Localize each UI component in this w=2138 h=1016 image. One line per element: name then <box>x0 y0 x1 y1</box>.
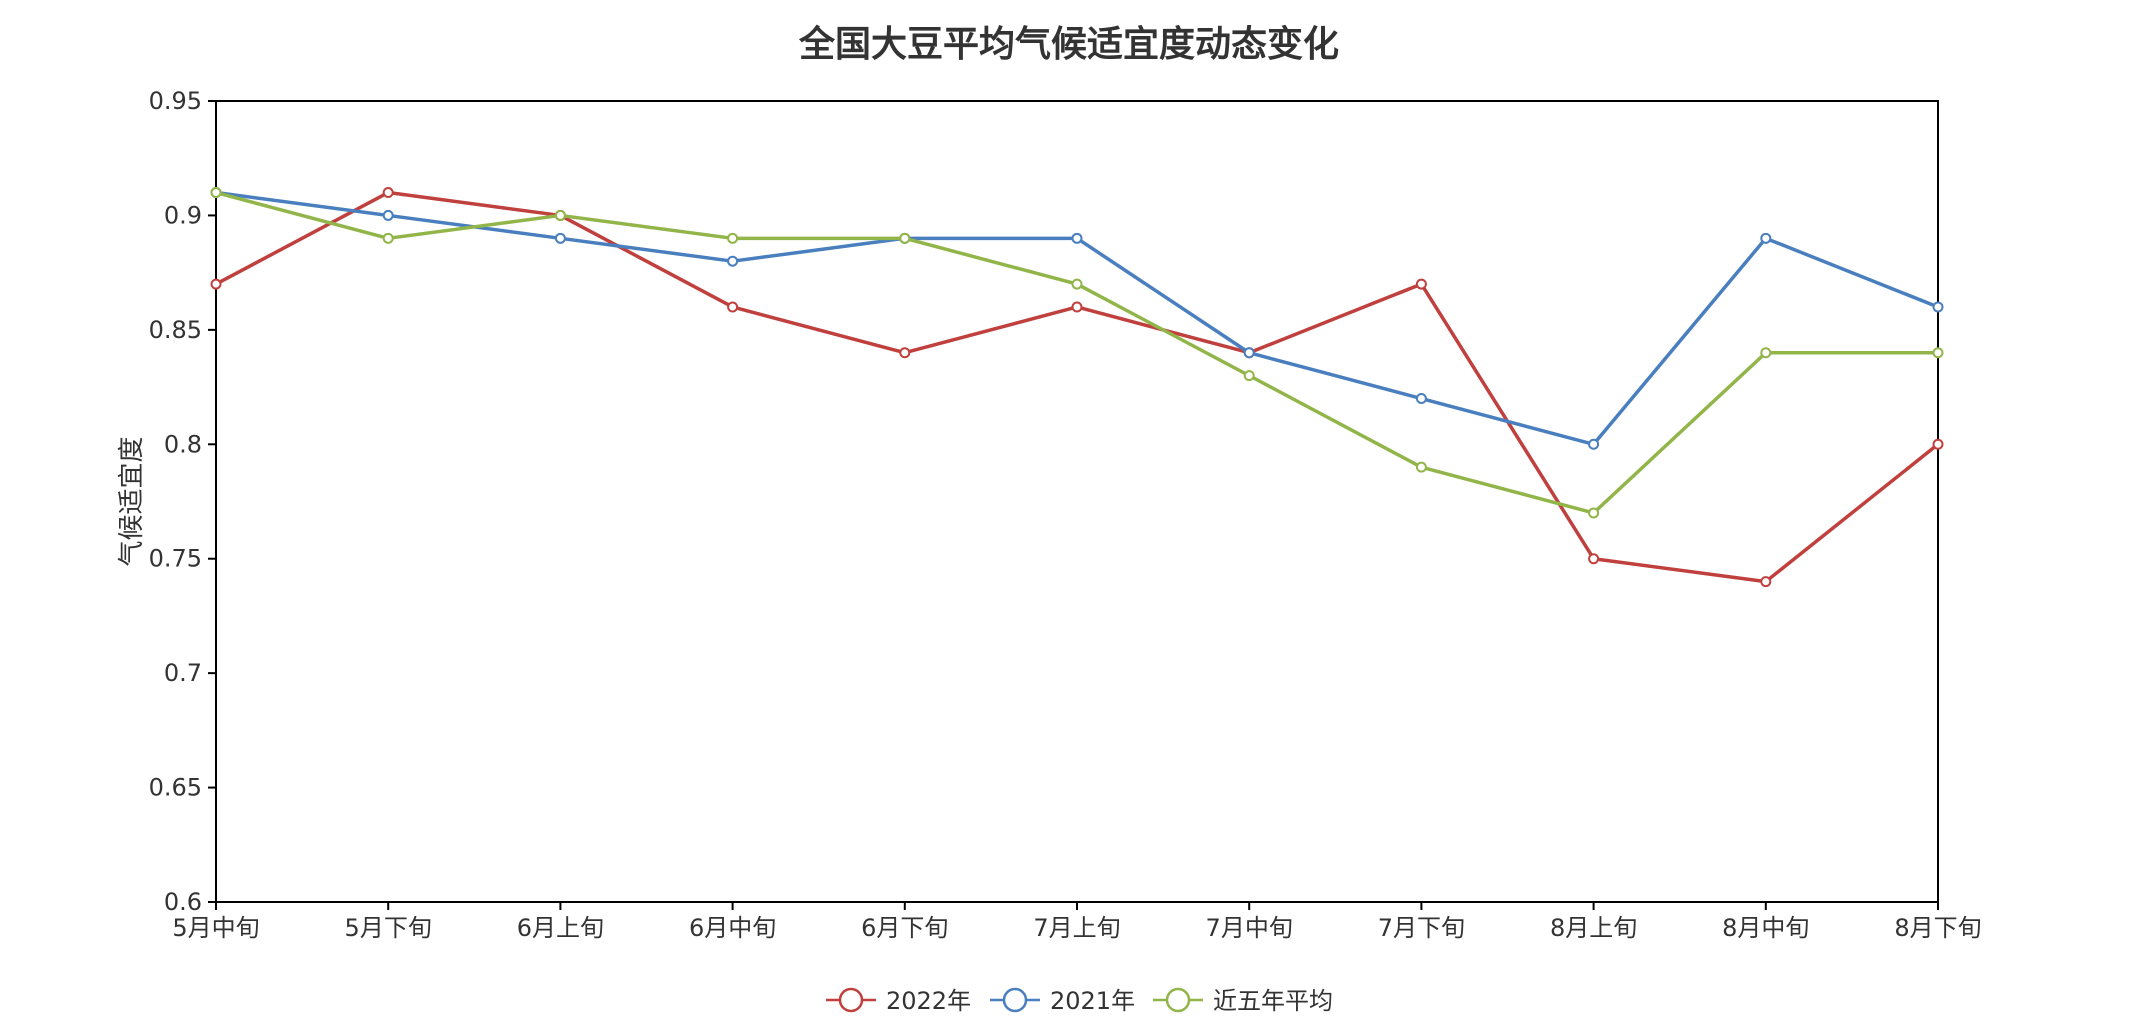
data-point[interactable] <box>1071 301 1083 313</box>
data-point[interactable] <box>899 347 911 359</box>
x-tick-label: 8月下旬 <box>1894 914 1981 942</box>
y-tick-label: 0.9 <box>164 201 202 229</box>
data-point[interactable] <box>1415 461 1427 473</box>
data-point[interactable] <box>1760 576 1772 588</box>
legend-item[interactable]: 近五年平均 <box>1153 987 1333 1015</box>
x-tick-label: 8月上旬 <box>1550 914 1637 942</box>
data-point[interactable] <box>1932 438 1944 450</box>
y-tick-label: 0.65 <box>149 774 202 802</box>
y-axis-label: 气候适宜度 <box>117 436 147 566</box>
data-point[interactable] <box>1760 347 1772 359</box>
data-point[interactable] <box>727 301 739 313</box>
data-point[interactable] <box>1588 438 1600 450</box>
x-tick-label: 5月下旬 <box>345 914 432 942</box>
x-tick-label: 6月上旬 <box>517 914 604 942</box>
data-point[interactable] <box>1932 347 1944 359</box>
legend-marker <box>838 987 864 1013</box>
data-point[interactable] <box>1415 393 1427 405</box>
legend-label: 2022年 <box>886 987 971 1015</box>
legend-item[interactable]: 2021年 <box>990 987 1135 1015</box>
data-point[interactable] <box>727 232 739 244</box>
data-point[interactable] <box>382 187 394 199</box>
data-point[interactable] <box>1932 301 1944 313</box>
data-point[interactable] <box>382 232 394 244</box>
data-point[interactable] <box>1071 232 1083 244</box>
chart-title: 全国大豆平均气候适宜度动态变化 <box>798 23 1339 65</box>
x-tick-label: 7月下旬 <box>1378 914 1465 942</box>
x-tick-label: 8月中旬 <box>1722 914 1809 942</box>
data-point[interactable] <box>1243 370 1255 382</box>
x-tick-label: 6月中旬 <box>689 914 776 942</box>
data-point[interactable] <box>1415 278 1427 290</box>
data-point[interactable] <box>1760 232 1772 244</box>
series-3 <box>210 187 1944 519</box>
data-point[interactable] <box>899 232 911 244</box>
series-line <box>215 190 1940 584</box>
data-point[interactable] <box>1243 347 1255 359</box>
data-point[interactable] <box>382 209 394 221</box>
legend-marker <box>1165 987 1191 1013</box>
data-point[interactable] <box>210 278 222 290</box>
data-point[interactable] <box>554 232 566 244</box>
plot-frame <box>215 100 1939 903</box>
x-axis-ticks: 5月中旬 5月下旬 6月上旬 6月中旬 6月下旬 7月上旬 7月中旬 7月下旬 8月上旬 8月中旬… <box>172 902 1982 942</box>
data-point[interactable] <box>1071 278 1083 290</box>
series-line <box>215 190 1939 447</box>
legend-label: 近五年平均 <box>1213 987 1333 1015</box>
y-tick-label: 0.95 <box>149 87 202 115</box>
x-tick-label: 7月上旬 <box>1033 914 1120 942</box>
data-point[interactable] <box>1588 507 1600 519</box>
data-point[interactable] <box>210 187 222 199</box>
y-tick-label: 0.8 <box>164 430 202 458</box>
legend-label: 2021年 <box>1050 987 1135 1015</box>
legend-marker <box>1002 987 1028 1013</box>
y-tick-label: 0.75 <box>149 545 202 573</box>
x-tick-label: 6月下旬 <box>861 914 948 942</box>
x-tick-label: 7月中旬 <box>1206 914 1293 942</box>
data-point[interactable] <box>1588 553 1600 565</box>
legend-item[interactable]: 2022年 <box>826 987 971 1015</box>
x-tick-label: 5月中旬 <box>172 914 259 942</box>
y-tick-label: 0.7 <box>164 659 202 687</box>
y-tick-label: 0.85 <box>149 316 202 344</box>
series-1 <box>210 187 1944 588</box>
legend[interactable]: 2022年 2021年 近五年平均 <box>826 987 1333 1015</box>
data-point[interactable] <box>554 209 566 221</box>
data-point[interactable] <box>727 255 739 267</box>
y-tick-label: 0.6 <box>164 888 202 916</box>
series-group <box>210 187 1944 588</box>
y-axis-ticks: 0.6 0.65 0.7 0.75 0.8 0.85 0.9 0.95 <box>149 87 216 916</box>
